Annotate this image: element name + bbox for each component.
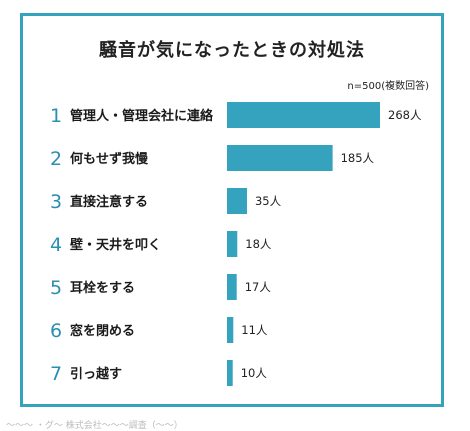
- rank-number: 3: [50, 191, 62, 213]
- category-label: 直接注意する: [70, 194, 148, 210]
- bar: [227, 360, 233, 386]
- bar: [227, 188, 247, 214]
- category-label: 何もせず我慢: [70, 151, 149, 167]
- value-label: 268人: [388, 108, 422, 122]
- bar: [227, 317, 234, 343]
- value-label: 35人: [255, 194, 282, 208]
- bar: [227, 231, 238, 257]
- bar: [227, 145, 333, 171]
- value-label: 185人: [341, 151, 375, 165]
- source-footer: ～～～ ・グ～ 株式会社～～～調査（～～）: [6, 421, 183, 431]
- rank-number: 1: [50, 105, 62, 127]
- value-label: 11人: [241, 323, 268, 337]
- rank-number: 5: [50, 277, 62, 299]
- category-label: 壁・天井を叩く: [70, 237, 161, 253]
- rank-number: 7: [50, 363, 62, 385]
- value-label: 18人: [245, 237, 272, 251]
- category-label: 窓を閉める: [70, 323, 135, 339]
- value-label: 10人: [241, 366, 268, 380]
- bar: [227, 274, 237, 300]
- rank-number: 4: [50, 234, 62, 256]
- chart-title: 騒音が気になったときの対処法: [99, 40, 365, 61]
- sample-note: n=500(複数回答): [347, 81, 429, 92]
- category-label: 引っ越す: [70, 366, 122, 382]
- rank-number: 6: [50, 320, 62, 342]
- value-label: 17人: [245, 280, 272, 294]
- bar: [227, 102, 380, 128]
- rank-number: 2: [50, 148, 62, 170]
- category-label: 耳栓をする: [70, 280, 135, 296]
- category-label: 管理人・管理会社に連絡: [70, 108, 214, 124]
